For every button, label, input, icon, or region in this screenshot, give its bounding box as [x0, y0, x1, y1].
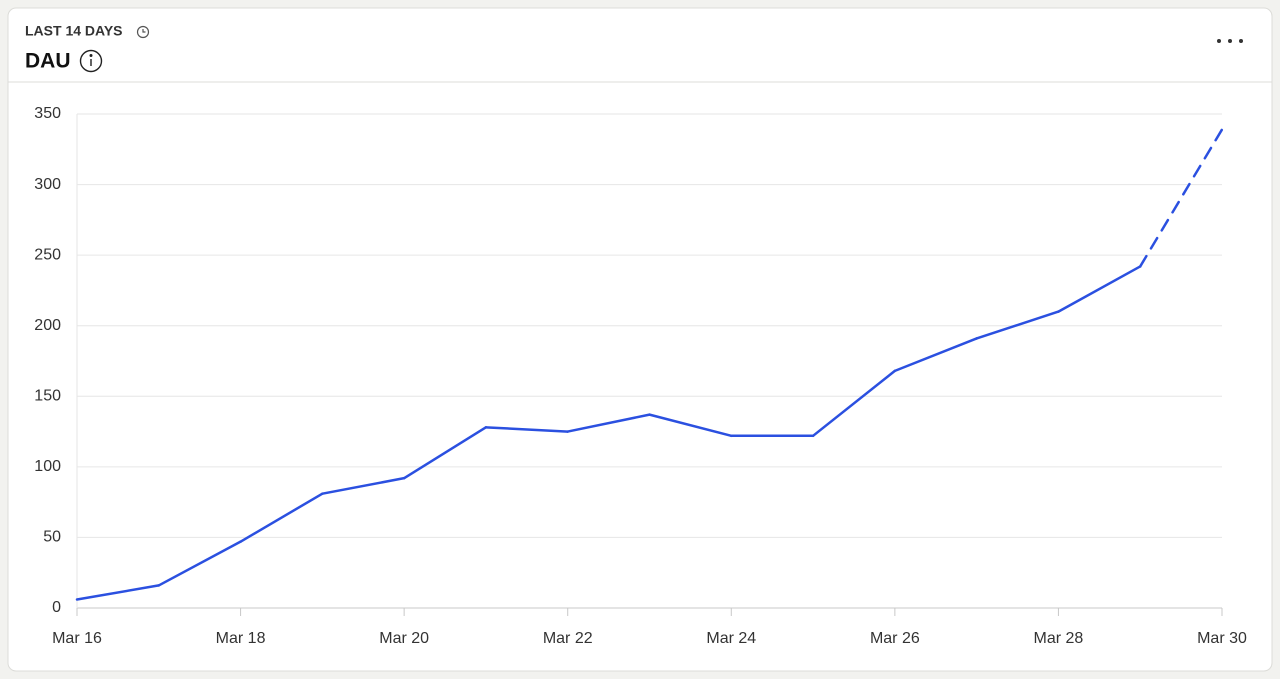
more-menu[interactable] [1217, 39, 1243, 43]
line-segment [811, 369, 897, 438]
y-tick-label: 150 [34, 388, 61, 405]
line-segment [1138, 128, 1224, 268]
y-tick-label: 0 [52, 599, 61, 616]
line-segment [321, 476, 406, 495]
line-segment [484, 426, 569, 433]
y-tick-label: 300 [34, 176, 61, 193]
x-tick-label: Mar 26 [870, 630, 920, 647]
x-tick-label: Mar 28 [1034, 630, 1084, 647]
x-tick-label: Mar 24 [706, 630, 756, 647]
x-tick-label: Mar 22 [543, 630, 593, 647]
line-segment [893, 337, 978, 373]
card [7, 7, 1273, 672]
y-tick-label: 100 [34, 458, 61, 475]
line-segment [1057, 265, 1142, 313]
y-tick-label: 350 [34, 105, 61, 122]
x-tick-label: Mar 30 [1197, 630, 1247, 647]
line-segment [975, 310, 1060, 340]
clock-icon [136, 25, 150, 39]
info-icon[interactable] [79, 49, 103, 73]
period-label: LAST 14 DAYS [25, 23, 123, 39]
y-tick-label: 250 [34, 246, 61, 263]
chart-title: DAU [25, 50, 71, 73]
x-tick-label: Mar 18 [216, 630, 266, 647]
line-segment [239, 492, 324, 543]
y-tick-label: 200 [34, 317, 61, 334]
line-segment [402, 426, 488, 480]
line-segment [566, 413, 651, 433]
line-segment [648, 413, 733, 438]
line-segment [75, 584, 161, 601]
line-segment [157, 540, 242, 587]
x-tick-label: Mar 20 [379, 630, 429, 647]
y-tick-label: 50 [43, 529, 61, 546]
x-tick-label: Mar 16 [52, 630, 102, 647]
